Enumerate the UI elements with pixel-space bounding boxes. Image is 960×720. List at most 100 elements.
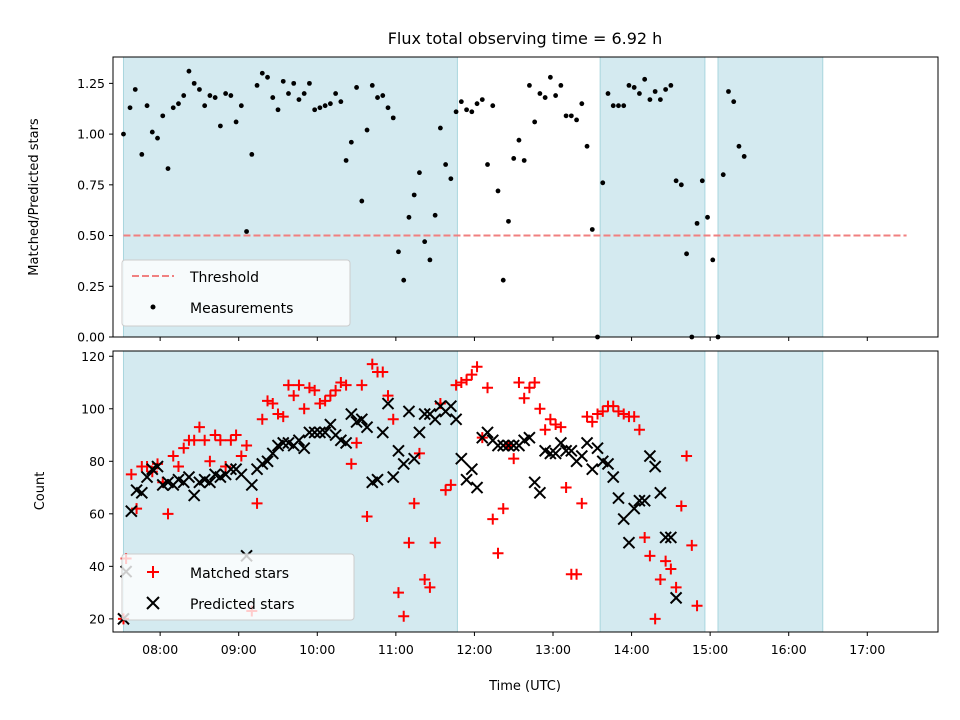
matched-star-point: [256, 413, 268, 425]
predicted-star-point: [586, 462, 599, 476]
matched-star-point: [209, 429, 221, 441]
matched-legend-swatch: [147, 566, 159, 578]
matched-star-point: [518, 392, 530, 404]
predicted-star-point: [266, 447, 279, 460]
shaded-interval: [599, 350, 706, 633]
measurement-point: [411, 192, 417, 198]
predicted-star-point: [303, 426, 316, 439]
measurement-point: [673, 178, 679, 184]
predicted-star-point: [460, 473, 473, 486]
top-y-tick-label: 0.25: [77, 279, 105, 294]
predicted-star-point: [648, 460, 662, 473]
measurement-point: [542, 95, 548, 100]
measurement-point: [249, 151, 255, 157]
measurement-point: [600, 180, 606, 186]
predicted-star-point: [224, 462, 238, 476]
matched-star-point: [681, 450, 693, 462]
predicted-star-point: [203, 476, 217, 489]
top-y-tick-label: 1.25: [77, 76, 105, 91]
measurement-point: [422, 239, 428, 245]
matched-star-point: [235, 450, 247, 462]
predicted-star-point: [355, 413, 369, 426]
predicted-star-point: [507, 439, 520, 452]
measurement-point: [307, 80, 312, 86]
matched-star-point: [162, 508, 174, 520]
x-tick-label: 13:00: [535, 642, 571, 657]
matched-star-point: [382, 390, 394, 402]
matched-star-point: [555, 421, 567, 433]
measurement-point: [705, 214, 710, 220]
matched-star-point: [403, 537, 415, 549]
predicted-star-point: [413, 426, 426, 439]
matched-star-point: [492, 547, 504, 559]
predicted-star-point: [182, 470, 196, 484]
predicted-star-point: [339, 436, 353, 450]
predicted-star-point: [607, 470, 620, 484]
predicted-star-point: [627, 502, 641, 515]
predicted-star-point: [381, 397, 395, 410]
measurement-point: [511, 156, 517, 161]
measurement-point: [547, 74, 553, 80]
matched-star-point: [387, 413, 399, 425]
bottom-y-tick-label: 20: [89, 611, 105, 626]
predicted-star-point: [397, 457, 410, 471]
matched-star-point: [282, 379, 294, 391]
measurement-point: [694, 220, 700, 226]
measurement-point: [521, 158, 527, 163]
bottom-y-tick-label: 60: [89, 506, 105, 521]
x-tick-label: 11:00: [378, 642, 414, 657]
measurement-point: [390, 115, 396, 121]
axes: 08:00 09:00 10:00 11:00 12:00 13:00 14:00 15:00…: [77, 76, 885, 657]
predicted-star-point: [151, 460, 164, 473]
matched-star-point: [576, 497, 588, 509]
matched-star-point: [241, 440, 253, 452]
measurement-points: [121, 68, 747, 340]
matched-star-point: [639, 531, 651, 543]
measurement-point: [348, 139, 354, 145]
measurement-point: [380, 93, 386, 98]
predicted-star-point: [297, 441, 311, 455]
matched-star-point: [665, 563, 677, 575]
predicted-star-point: [187, 489, 201, 502]
predicted-star-point: [292, 434, 306, 447]
predicted-star-point: [455, 452, 468, 465]
top-y-tick-label: 0.75: [77, 177, 105, 192]
matched-star-point: [592, 408, 604, 420]
measurement-point: [741, 154, 747, 159]
matched-star-point: [267, 398, 279, 410]
measurement-point: [605, 91, 611, 96]
measurement-point: [202, 103, 208, 109]
shaded-interval: [717, 350, 824, 633]
matched-star-point: [398, 610, 410, 622]
measurement-point: [699, 178, 705, 184]
measurement-point: [155, 135, 160, 141]
measurement-point: [301, 91, 307, 96]
measurement-point: [663, 87, 669, 92]
predicted-star-point: [523, 431, 536, 444]
matched-star-point: [314, 398, 326, 410]
predicted-star-point: [654, 486, 667, 500]
measurement-point: [296, 97, 302, 103]
matched-star-point: [193, 421, 205, 433]
measurement-point: [317, 105, 323, 111]
matched-star-point: [597, 405, 609, 417]
bottom-y-tick-label: 120: [81, 349, 105, 364]
predicted-star-point: [549, 447, 562, 460]
measurement-point: [563, 113, 569, 119]
matched-star-point: [612, 405, 624, 417]
measurement-point: [176, 101, 181, 107]
bottom-y-tick-label: 80: [89, 454, 105, 469]
bottom-legend-box: [121, 553, 355, 621]
predicted-star-point: [392, 444, 405, 458]
measurement-point: [532, 119, 538, 125]
measurement-point: [181, 93, 187, 98]
measurement-point: [343, 158, 349, 163]
predicted-star-point: [444, 399, 458, 413]
top-legend-box: [121, 259, 351, 327]
predicted-star-point: [140, 470, 154, 484]
predicted-star-point: [418, 407, 431, 421]
matched-star-point: [178, 442, 190, 454]
matched-star-point: [529, 377, 541, 389]
matched-star-point: [377, 366, 389, 378]
